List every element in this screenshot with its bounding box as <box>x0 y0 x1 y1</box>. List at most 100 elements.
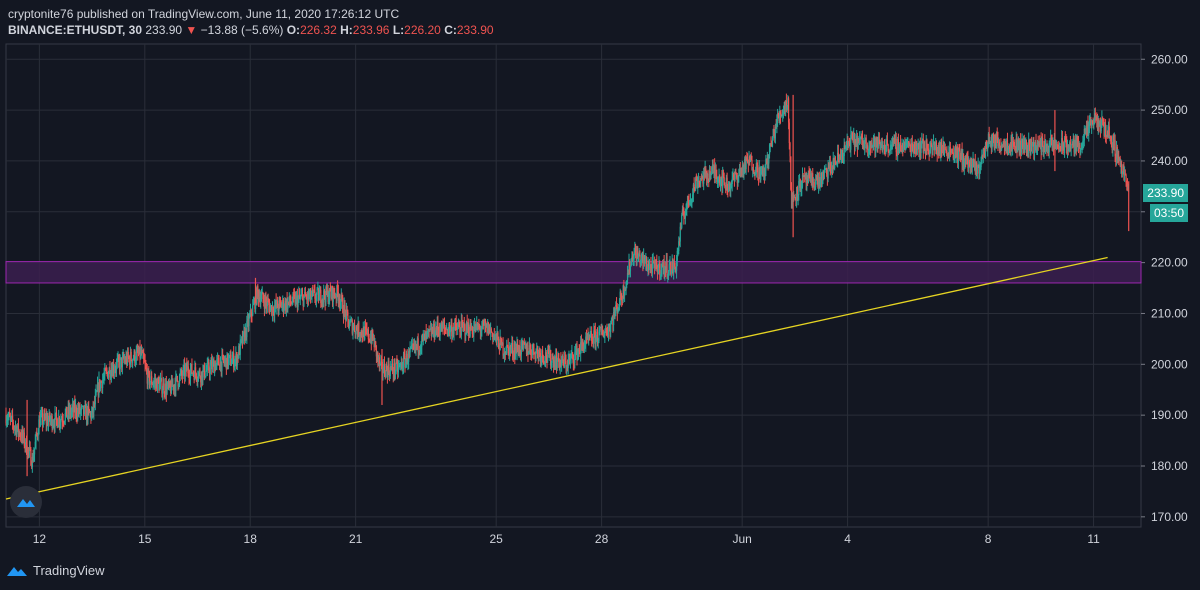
candle-body <box>607 328 610 337</box>
candle-body <box>450 325 452 328</box>
candle-body <box>444 327 446 330</box>
candle-body <box>600 326 602 333</box>
candle-body <box>214 364 216 374</box>
candle-body <box>519 345 521 354</box>
candle-body <box>442 323 444 327</box>
candle-body <box>807 173 809 184</box>
candle-body <box>1114 140 1116 157</box>
candle-body <box>908 143 910 146</box>
footer-brand[interactable]: TradingView <box>6 563 105 578</box>
candle-body <box>1122 165 1124 174</box>
tradingview-badge[interactable] <box>10 486 42 518</box>
candle-body <box>1027 145 1029 153</box>
candle-body <box>541 350 543 358</box>
candle-body <box>421 335 423 347</box>
candle-body <box>232 353 234 360</box>
candle-body <box>1069 142 1071 148</box>
candle-body <box>719 176 721 185</box>
candle-body <box>233 363 236 368</box>
candle-body <box>853 132 855 142</box>
candle-body <box>296 295 298 308</box>
candle-body <box>737 175 739 183</box>
candle-body <box>780 114 782 117</box>
candle-body <box>415 344 417 349</box>
candle-body <box>500 337 502 339</box>
candle-body <box>739 169 741 172</box>
candle-body <box>328 298 330 303</box>
candle-body <box>88 409 91 413</box>
candle-body <box>1039 139 1042 145</box>
candle-body <box>20 436 22 438</box>
candle-body <box>55 412 57 414</box>
candle-body <box>1061 138 1063 149</box>
candle-body <box>473 324 476 329</box>
candle-body <box>1088 126 1090 135</box>
candle-body <box>1096 120 1099 130</box>
candle-body <box>472 333 474 335</box>
candle-body <box>692 184 695 195</box>
candle-body <box>757 165 759 178</box>
candle-body <box>670 262 672 275</box>
candle-body <box>752 169 754 171</box>
candle-body <box>897 139 899 154</box>
candle-body <box>867 149 869 151</box>
candle-body <box>941 151 943 153</box>
candle-body <box>936 152 938 154</box>
candle-body <box>217 357 219 359</box>
candle-body <box>923 147 925 153</box>
candle-body <box>440 322 442 332</box>
candle-body <box>410 344 413 348</box>
candle-body <box>326 289 328 294</box>
candle-body <box>212 361 214 363</box>
candle-body <box>487 323 489 333</box>
candle-body <box>21 430 23 440</box>
candle-body <box>887 144 889 151</box>
candle-body <box>270 305 272 307</box>
candle-body <box>778 116 780 119</box>
candle-body <box>662 261 664 267</box>
candle-body <box>700 178 702 183</box>
candle-body <box>230 363 233 366</box>
candle-body <box>572 352 574 356</box>
candle-body <box>62 421 64 423</box>
candle-body <box>1075 140 1077 152</box>
candle-body <box>478 325 480 327</box>
candle-body <box>277 307 279 311</box>
candle-body <box>1006 139 1009 152</box>
candle-body <box>569 358 571 361</box>
candle-body <box>138 346 140 354</box>
candle-body <box>708 171 711 182</box>
candle-body <box>254 299 256 309</box>
candle-body <box>996 133 998 140</box>
candle-body <box>586 333 588 339</box>
candle-body <box>296 295 298 297</box>
candle-body <box>1007 149 1009 152</box>
candle-body <box>886 139 888 145</box>
candle-body <box>820 172 822 182</box>
candle-body <box>409 348 411 353</box>
candle-body <box>730 183 733 186</box>
candle-body <box>499 337 501 351</box>
candle-body <box>828 167 830 169</box>
candle-body <box>943 142 945 152</box>
y-tick-label: 240.00 <box>1151 154 1188 168</box>
candle-body <box>1018 138 1020 150</box>
candle-body <box>430 328 432 336</box>
candle-body <box>768 144 771 155</box>
candle-body <box>530 349 532 355</box>
candle-body <box>1064 137 1066 139</box>
candle-body <box>684 213 686 219</box>
candle-body <box>419 349 421 352</box>
candle-body <box>488 324 490 335</box>
candle-body <box>725 187 727 190</box>
candle-body <box>964 157 966 161</box>
candle-body <box>200 377 202 383</box>
candle-body <box>520 341 522 355</box>
candle-body <box>878 139 880 147</box>
candle-body <box>995 133 998 148</box>
candle-body <box>558 353 560 362</box>
candle-body <box>1103 125 1105 136</box>
candle-body <box>1033 144 1036 154</box>
candle-body <box>79 405 81 413</box>
